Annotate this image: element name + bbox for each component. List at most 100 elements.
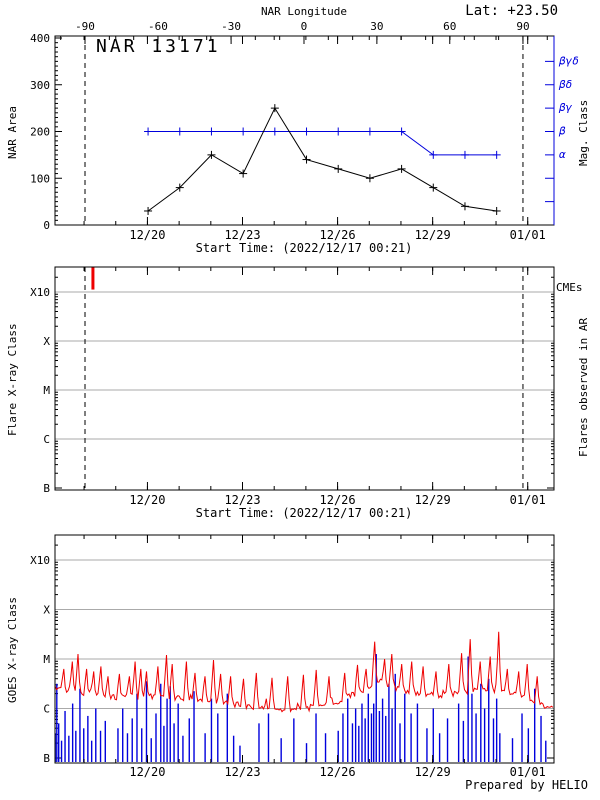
flare-bar bbox=[381, 698, 384, 762]
start-time-label-panel1: Start Time: (2022/12/17 00:21) bbox=[195, 241, 413, 255]
flare-bar bbox=[347, 698, 349, 762]
date-tick-label: 12/26 bbox=[320, 493, 356, 507]
flare-bar bbox=[373, 703, 375, 762]
area-tick-label: 400 bbox=[30, 32, 50, 45]
flare-bar bbox=[163, 725, 165, 762]
flare-bar bbox=[305, 743, 308, 762]
flare-bar bbox=[426, 728, 428, 762]
flare-bar bbox=[375, 654, 377, 762]
flare-bar bbox=[337, 730, 339, 762]
area-tick-label: 0 bbox=[43, 219, 50, 232]
date-tick-label: 12/23 bbox=[224, 228, 260, 242]
flare-bar bbox=[492, 718, 495, 762]
flare-bar bbox=[64, 710, 66, 762]
flare-bar bbox=[385, 715, 387, 762]
flare-bar bbox=[462, 720, 465, 762]
date-tick-label: 01/01 bbox=[510, 228, 546, 242]
mag-class-series bbox=[148, 131, 497, 156]
longitude-tick-label: -30 bbox=[221, 20, 241, 33]
flare-panel: B C M X X10 12/20 12/23 12/26 12/29 01/01 bbox=[30, 266, 555, 507]
flare-bar bbox=[188, 718, 190, 762]
flare-bar bbox=[394, 673, 396, 762]
flare-bar bbox=[361, 703, 363, 762]
flare-bar bbox=[99, 730, 102, 762]
ytick-label: X10 bbox=[30, 286, 50, 299]
date-tick-label: 12/20 bbox=[129, 228, 165, 242]
date-tick-label: 12/23 bbox=[224, 765, 260, 779]
mag-class-tick-label: βγδ bbox=[558, 54, 579, 67]
ytick-label: C bbox=[43, 433, 50, 446]
flare-bar bbox=[438, 733, 441, 762]
flare-bar bbox=[367, 693, 370, 762]
flare-bar bbox=[71, 703, 74, 762]
flare-bar bbox=[217, 713, 219, 762]
area-tick-label: 300 bbox=[30, 79, 50, 92]
flare-bar bbox=[258, 723, 260, 762]
flare-bar bbox=[232, 735, 235, 762]
flare-bar bbox=[388, 683, 390, 762]
flare-bar bbox=[364, 718, 366, 762]
ytick-label: X bbox=[43, 604, 50, 617]
flare-bar bbox=[495, 698, 498, 762]
area-tick-label: 100 bbox=[30, 172, 50, 185]
latitude-label: Lat: +23.50 bbox=[465, 3, 558, 19]
mag-class-tick-label: β bbox=[558, 125, 566, 138]
flare-bar bbox=[79, 688, 81, 762]
date-tick-label: 01/01 bbox=[510, 493, 546, 507]
flare-bar bbox=[87, 715, 89, 762]
cmes-label: CMEs bbox=[556, 281, 583, 294]
flare-bar bbox=[131, 718, 133, 762]
date-tick-label: 12/29 bbox=[415, 765, 451, 779]
flare-bar bbox=[475, 713, 477, 762]
flare-bar bbox=[239, 745, 241, 762]
flare-bar bbox=[483, 708, 486, 762]
ytick-label: X bbox=[43, 335, 50, 348]
prepared-by-label: Prepared by HELIO bbox=[465, 778, 588, 792]
flare-bar bbox=[104, 720, 106, 762]
flare-bar bbox=[95, 708, 97, 762]
longitude-tick-label: 90 bbox=[516, 20, 529, 33]
mag-class-axis-title: Mag. Class bbox=[577, 99, 590, 167]
flare-bar bbox=[166, 698, 168, 762]
ytick-label: B bbox=[43, 752, 50, 765]
flare-bar bbox=[122, 708, 124, 762]
ytick-label: M bbox=[43, 653, 50, 666]
flare-bar bbox=[432, 708, 434, 762]
date-tick-label: 12/23 bbox=[224, 493, 260, 507]
flare-bar bbox=[511, 738, 514, 762]
longitude-tick-label: 60 bbox=[443, 20, 456, 33]
flare-bar bbox=[324, 733, 327, 762]
cme-marker bbox=[91, 267, 95, 290]
flare-bar bbox=[410, 713, 412, 762]
flare-bar bbox=[416, 703, 419, 762]
start-time-label-panel2: Start Time: (2022/12/17 00:21) bbox=[195, 506, 413, 520]
panel-frame bbox=[54, 266, 555, 491]
flare-bar bbox=[351, 723, 354, 762]
flare-bar bbox=[540, 715, 542, 762]
flare-bar bbox=[391, 708, 393, 762]
flare-bar bbox=[83, 728, 85, 762]
date-tick-label: 12/20 bbox=[129, 765, 165, 779]
flare-bar bbox=[545, 740, 547, 762]
flare-bar bbox=[126, 733, 129, 762]
flare-bar bbox=[90, 740, 93, 762]
flare-bar bbox=[378, 710, 381, 762]
flare-bar bbox=[117, 728, 119, 762]
date-tick-label: 12/26 bbox=[320, 228, 356, 242]
flare-bar bbox=[315, 713, 317, 762]
date-tick-label: 12/26 bbox=[320, 765, 356, 779]
flare-bar bbox=[226, 693, 228, 762]
ytick-label: B bbox=[43, 482, 50, 495]
flare-bar bbox=[467, 656, 469, 762]
longitude-axis-title: NAR Longitude bbox=[261, 5, 347, 18]
flare-bar bbox=[370, 713, 373, 762]
flare-bar bbox=[193, 691, 195, 762]
flare-bar bbox=[160, 683, 162, 762]
flare-bar bbox=[58, 723, 60, 762]
mag-class-tick-label: βδ bbox=[558, 78, 572, 91]
flare-bar bbox=[150, 738, 152, 762]
goes-xray-axis-title: GOES X-ray Class bbox=[6, 597, 19, 703]
longitude-tick-label: -60 bbox=[148, 20, 168, 33]
